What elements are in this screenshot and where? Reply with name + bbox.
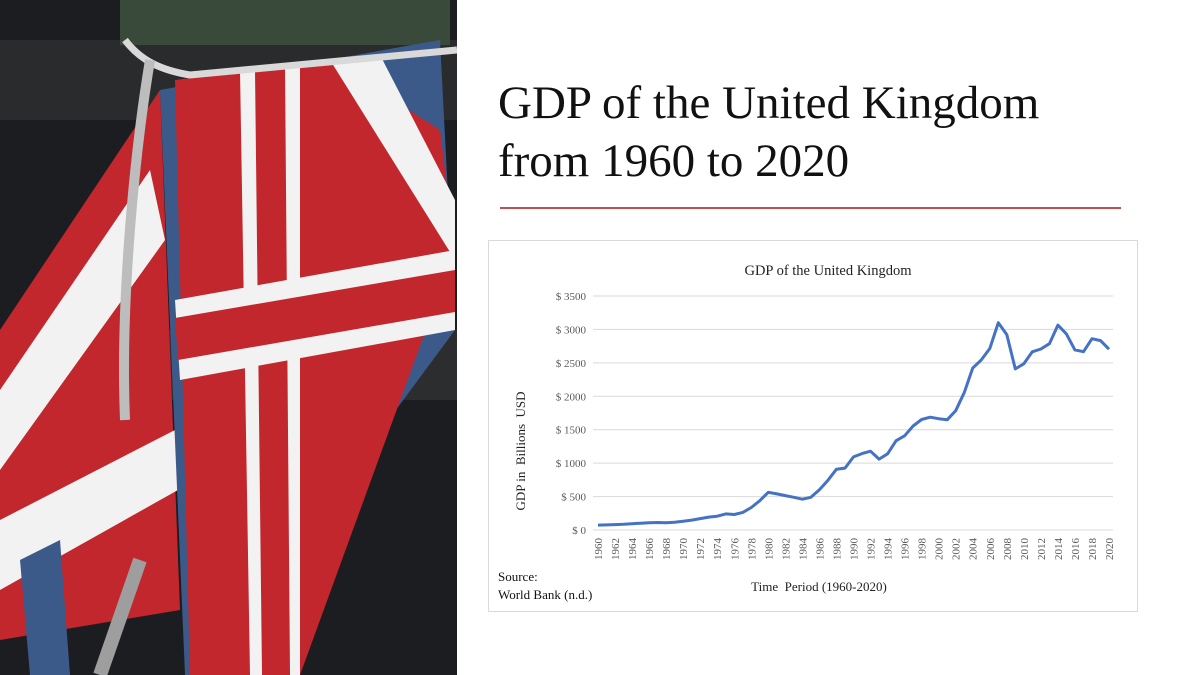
x-axis-label: Time Period (1960-2020) — [751, 579, 887, 594]
slide-title-line-1: GDP of the United Kingdom — [498, 77, 1040, 129]
slide-title-line-2: from 1960 to 2020 — [498, 135, 850, 187]
x-tick-label: 2004 — [968, 538, 980, 561]
x-tick-label: 1986 — [814, 538, 826, 561]
y-tick-label: $ 1500 — [556, 425, 587, 437]
y-tick-label: $ 500 — [561, 492, 586, 504]
source-note: Source: World Bank (n.d.) — [498, 568, 592, 604]
x-tick-label: 1968 — [661, 538, 673, 561]
source-label: Source: — [498, 569, 538, 584]
gridlines — [593, 295, 1113, 531]
y-tick-label: $ 2500 — [556, 358, 587, 370]
gdp-series-line — [597, 321, 1111, 527]
x-tick-label: 1984 — [797, 538, 809, 561]
x-tick-label: 1982 — [780, 538, 792, 560]
x-tick-label: 1974 — [712, 538, 724, 561]
x-tick-label: 2014 — [1053, 538, 1065, 561]
x-tick-label: 1992 — [866, 538, 878, 560]
x-tick-label: 2020 — [1104, 538, 1116, 561]
x-tick-label: 1994 — [883, 538, 895, 561]
x-tick-label: 2002 — [951, 538, 963, 560]
y-tick-label: $ 3000 — [556, 324, 587, 336]
x-tick-label: 2006 — [985, 538, 997, 561]
y-axis-ticks: $ 0 $ 500 $ 1000 $ 1500 $ 2000 $ 2500 $ 3000 $ … — [556, 291, 587, 537]
source-value: World Bank (n.d.) — [498, 587, 593, 602]
x-tick-label: 1972 — [695, 538, 707, 560]
x-tick-label: 1962 — [610, 538, 622, 560]
x-tick-label: 1960 — [593, 538, 605, 561]
y-tick-label: $ 2000 — [556, 391, 587, 403]
x-tick-label: 1998 — [917, 538, 929, 561]
y-tick-label: $ 3500 — [556, 291, 587, 303]
x-tick-label: 1964 — [627, 538, 639, 561]
x-tick-label: 1990 — [849, 538, 861, 561]
x-tick-label: 1970 — [678, 538, 690, 561]
slide-title: GDP of the United Kingdom from 1960 to 2… — [498, 74, 1158, 190]
x-tick-label: 2008 — [1002, 538, 1014, 561]
x-tick-label: 2016 — [1070, 538, 1082, 561]
y-tick-label: $ 0 — [572, 525, 586, 537]
y-tick-label: $ 1000 — [556, 458, 587, 470]
x-tick-label: 2010 — [1019, 538, 1031, 561]
x-tick-label: 1996 — [900, 538, 912, 561]
x-tick-label: 2000 — [934, 538, 946, 561]
chart-svg: GDP of the United Kingdom $ 0 $ 500 $ 1000… — [513, 263, 1116, 594]
x-axis-ticks: 1960 1962 1964 1966 1968 1970 1972 1974 1976 1978… — [593, 538, 1116, 561]
y-axis-label: GDP in Billions USD — [513, 391, 528, 510]
x-tick-label: 1978 — [746, 538, 758, 561]
x-tick-label: 2018 — [1087, 538, 1099, 561]
chart-title: GDP of the United Kingdom — [744, 263, 912, 279]
gdp-chart: GDP of the United Kingdom $ 0 $ 500 $ 1000… — [488, 240, 1138, 612]
x-tick-label: 1966 — [644, 538, 656, 561]
union-jack-bunting-photo — [0, 0, 457, 675]
x-tick-label: 1980 — [763, 538, 775, 561]
x-tick-label: 2012 — [1036, 538, 1048, 560]
x-tick-label: 1988 — [831, 538, 843, 561]
title-divider — [500, 207, 1121, 209]
x-tick-label: 1976 — [729, 538, 741, 561]
